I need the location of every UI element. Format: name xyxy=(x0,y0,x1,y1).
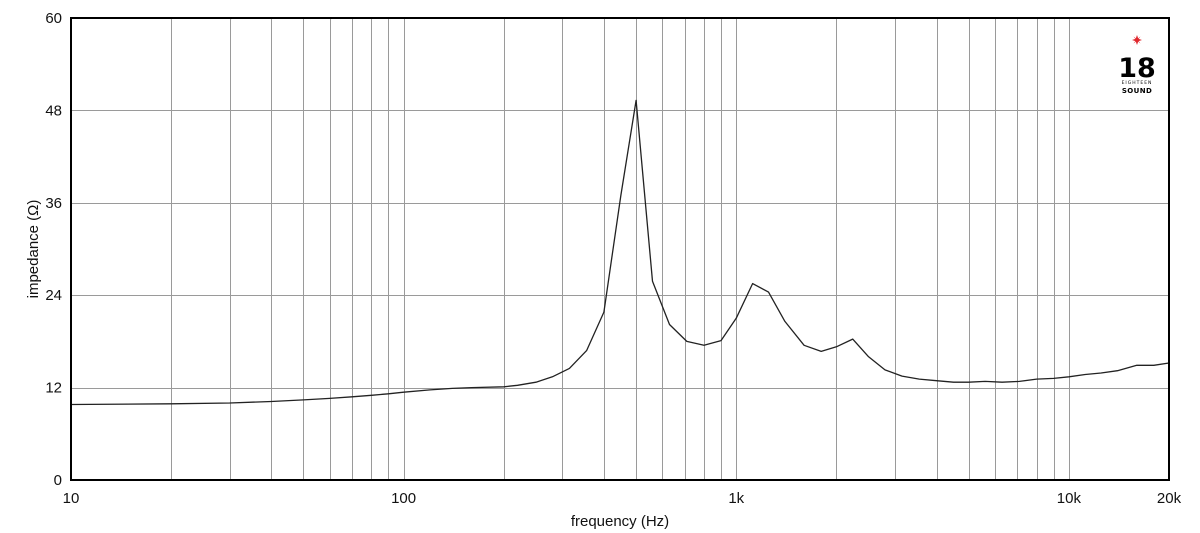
x-tick-label: 20k xyxy=(1157,490,1182,507)
impedance-series-line xyxy=(70,99,1170,406)
logo-word: SOUND xyxy=(1122,87,1152,95)
x-tick-labels: 10 100 1k 10k 20k xyxy=(63,490,1182,507)
y-tick-label: 24 xyxy=(45,287,62,304)
logo-small-text: EIGHTEEN xyxy=(1122,80,1153,86)
y-axis-title: impedance (Ω) xyxy=(25,200,42,299)
logo-star-icon xyxy=(1132,35,1142,45)
y-tick-label: 48 xyxy=(45,102,62,119)
series-layer xyxy=(70,99,1170,406)
y-tick-label: 0 xyxy=(54,472,62,489)
x-tick-label: 10 xyxy=(63,490,80,507)
logo-number: 18 xyxy=(1118,53,1156,84)
y-tick-label: 60 xyxy=(45,10,62,27)
x-tick-label: 1k xyxy=(728,490,744,507)
y-tick-labels: 0 12 24 36 48 60 xyxy=(45,10,62,489)
y-tick-label: 36 xyxy=(45,195,62,212)
brand-logo: 18 EIGHTEEN SOUND xyxy=(1118,35,1156,95)
y-tick-label: 12 xyxy=(45,380,62,397)
x-tick-label: 10k xyxy=(1057,490,1082,507)
grid xyxy=(71,18,1169,480)
x-tick-label: 100 xyxy=(391,490,416,507)
x-axis-title: frequency (Hz) xyxy=(571,513,669,530)
plot-frame xyxy=(70,17,1170,481)
